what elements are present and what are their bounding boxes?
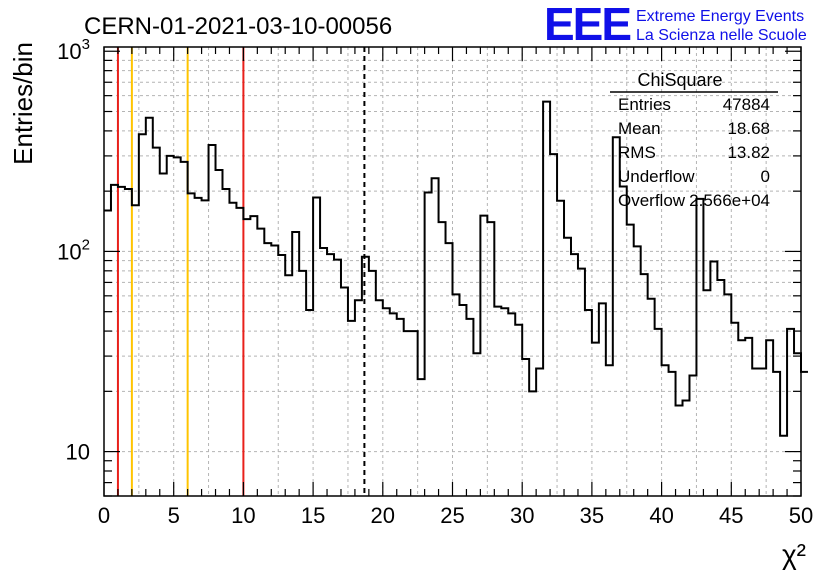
x-tick-label: 5: [168, 503, 180, 528]
y-tick-label: 103: [57, 36, 90, 64]
stats-label: RMS: [618, 143, 656, 162]
x-tick-label: 10: [231, 503, 255, 528]
y-axis-label: Entries/bin: [8, 42, 38, 165]
stats-value: 18.68: [727, 119, 770, 138]
chart-title: CERN-01-2021-03-10-00056: [84, 13, 392, 40]
stats-value: 0: [761, 167, 770, 186]
x-tick-label: 0: [98, 503, 110, 528]
x-tick-label: 45: [719, 503, 743, 528]
logo-line1: Extreme Energy Events: [636, 8, 804, 25]
x-tick-label: 20: [371, 503, 395, 528]
stats-box: ChiSquare Entries 47884 Mean 18.68 RMS 13.82 U…: [610, 70, 778, 210]
grid-lines: [104, 47, 801, 496]
histogram-series: [104, 100, 808, 437]
y-tick-label: 10: [66, 440, 90, 465]
stats-label: Underflow: [618, 167, 695, 186]
logo-mark: EEE: [544, 0, 630, 50]
stats-value: 47884: [723, 95, 770, 114]
x-tick-label: 50: [789, 503, 813, 528]
eee-logo: EEE Extreme Energy Events La Scienza nel…: [544, 0, 807, 50]
y-tick-label: 102: [57, 236, 90, 264]
stats-title: ChiSquare: [637, 70, 722, 90]
x-tick-label: 25: [440, 503, 464, 528]
plot-frame: [103, 46, 802, 497]
x-tick-label: 40: [649, 503, 673, 528]
stats-value: 2.566e+04: [689, 191, 770, 210]
x-tick-labels: 0 5 10 15 20 25 30 35 40 45 50: [98, 503, 813, 528]
x-tick-label: 15: [301, 503, 325, 528]
logo-line2: La Scienza nelle Scuole: [636, 27, 807, 44]
stats-label: Mean: [618, 119, 661, 138]
x-tick-label: 30: [510, 503, 534, 528]
stats-value: 13.82: [727, 143, 770, 162]
x-axis-label: χ²: [782, 539, 806, 570]
stats-label: Overflow: [618, 191, 686, 210]
y-tick-labels: 10 102 103: [57, 36, 90, 464]
stats-label: Entries: [618, 95, 671, 114]
cut-lines: [116, 47, 366, 496]
x-tick-label: 35: [580, 503, 604, 528]
